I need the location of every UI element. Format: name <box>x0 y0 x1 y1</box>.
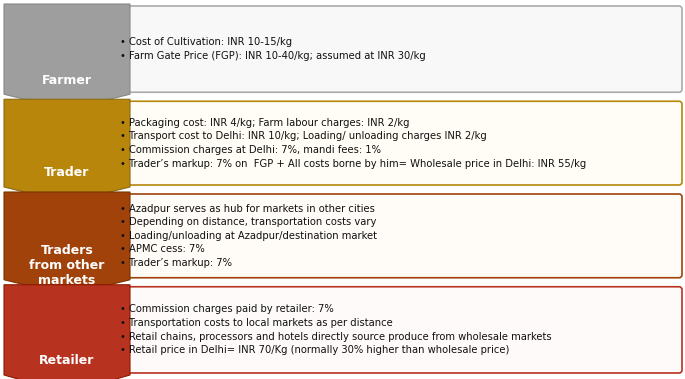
FancyBboxPatch shape <box>105 101 682 185</box>
Text: Farmer: Farmer <box>42 74 92 87</box>
FancyBboxPatch shape <box>105 194 682 278</box>
Text: Trader: Trader <box>45 166 90 180</box>
Text: • Commission charges paid by retailer: 7%
• Transportation costs to local market: • Commission charges paid by retailer: 7… <box>120 304 551 355</box>
Text: • Packaging cost: INR 4/kg; Farm labour charges: INR 2/kg
• Transport cost to De: • Packaging cost: INR 4/kg; Farm labour … <box>120 118 586 169</box>
Text: • Azadpur serves as hub for markets in other cities
• Depending on distance, tra: • Azadpur serves as hub for markets in o… <box>120 204 377 268</box>
Text: Retailer: Retailer <box>39 354 95 368</box>
FancyBboxPatch shape <box>105 6 682 92</box>
Polygon shape <box>4 285 130 379</box>
Polygon shape <box>4 192 130 295</box>
Text: Traders
from other
markets: Traders from other markets <box>29 244 105 287</box>
Text: • Cost of Cultivation: INR 10-15/kg
• Farm Gate Price (FGP): INR 10-40/kg; assum: • Cost of Cultivation: INR 10-15/kg • Fa… <box>120 37 426 61</box>
Polygon shape <box>4 4 130 110</box>
FancyBboxPatch shape <box>105 287 682 373</box>
Polygon shape <box>4 99 130 202</box>
